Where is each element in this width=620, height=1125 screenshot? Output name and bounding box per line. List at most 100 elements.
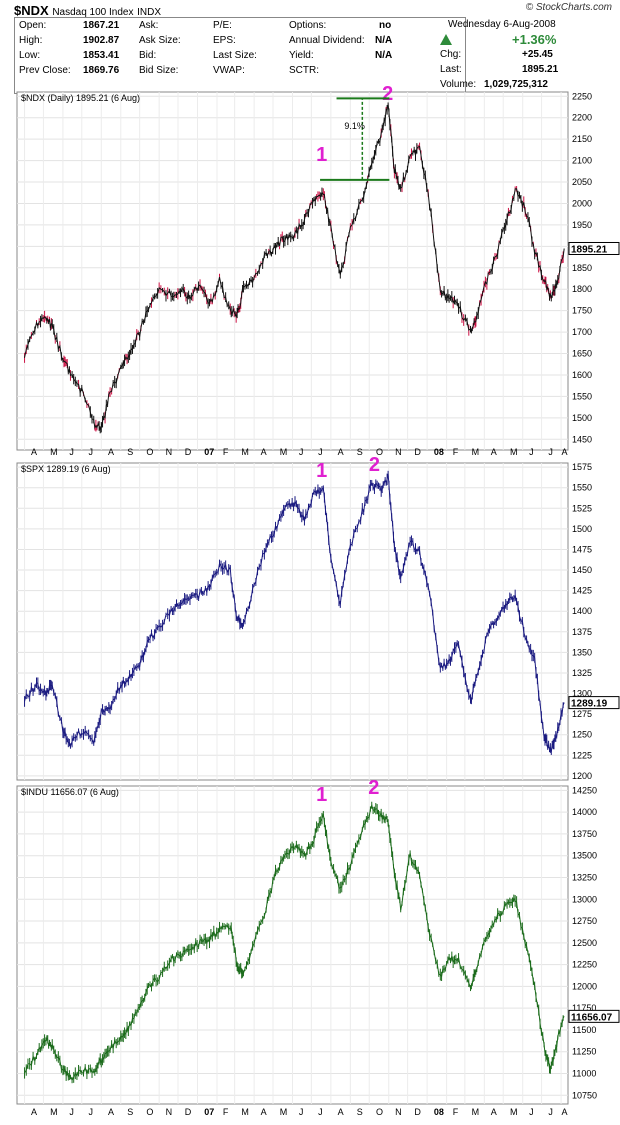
quote-row: Open: 1867.21 Ask: P/E: Options: no — [15, 18, 465, 35]
x-tick-label: 07 — [204, 1107, 214, 1117]
y-tick-label: 1275 — [572, 709, 592, 719]
field-label: Low: — [19, 50, 41, 61]
x-tick-label: O — [376, 1107, 383, 1117]
y-tick-label: 1700 — [572, 327, 592, 337]
y-tick-label: 1375 — [572, 627, 592, 637]
index-name: Nasdaq 100 Index — [52, 7, 134, 18]
x-tick-label: O — [376, 447, 383, 457]
panel-title: $INDU 11656.07 (6 Aug) — [21, 787, 119, 797]
x-tick-label: N — [395, 447, 402, 457]
x-tick-label: M — [50, 447, 58, 457]
x-tick-label: J — [299, 1107, 304, 1117]
field-label: Options: — [289, 20, 327, 31]
quote-grid: Open: 1867.21 Ask: P/E: Options: no High… — [14, 17, 466, 94]
volume-value: 1,029,725,312 — [484, 79, 548, 90]
y-tick-label: 1600 — [572, 370, 592, 380]
x-tick-label: O — [146, 1107, 153, 1117]
y-tick-label: 12750 — [572, 916, 597, 926]
x-tick-label: A — [491, 447, 497, 457]
panel-title: $SPX 1289.19 (6 Aug) — [21, 464, 111, 474]
y-tick-label: 14250 — [572, 785, 597, 795]
x-tick-label: A — [108, 1107, 114, 1117]
up-arrow-icon — [440, 34, 452, 45]
x-tick-label: J — [318, 447, 323, 457]
price-line — [24, 473, 565, 752]
quote-row: Prev Close: 1869.76 Bid Size: VWAP: SCTR… — [15, 63, 465, 80]
symbol-title: $NDX Nasdaq 100 Index INDX — [14, 3, 161, 18]
y-tick-label: 1950 — [572, 220, 592, 230]
chg-value: +25.45 — [522, 49, 553, 60]
field-value: 1853.41 — [83, 50, 120, 61]
x-tick-label: F — [453, 1107, 459, 1117]
brand-logo: © StockCharts.com — [525, 2, 612, 13]
y-tick-label: 1400 — [572, 606, 592, 616]
percent-label: 9.1% — [344, 121, 365, 131]
x-tick-label: J — [69, 1107, 74, 1117]
y-tick-label: 10750 — [572, 1090, 597, 1100]
y-tick-label: 1450 — [572, 434, 592, 444]
y-tick-label: 1250 — [572, 730, 592, 740]
x-tick-label: M — [280, 1107, 288, 1117]
x-tick-label: J — [548, 447, 553, 457]
y-tick-label: 1425 — [572, 586, 592, 596]
field-label: Yield: — [289, 50, 314, 61]
x-tick-label: S — [127, 447, 133, 457]
x-tick-label: F — [223, 1107, 229, 1117]
field-value: 1869.76 — [83, 65, 120, 76]
y-tick-label: 1750 — [572, 306, 592, 316]
x-tick-label: A — [261, 447, 267, 457]
field-label: Ask Size: — [139, 35, 181, 46]
price-line — [24, 803, 565, 1082]
quote-header: $NDX Nasdaq 100 Index INDX © StockCharts… — [0, 0, 620, 94]
y-tick-label: 1575 — [572, 462, 592, 472]
x-tick-label: D — [185, 1107, 192, 1117]
field-label: Open: — [19, 20, 47, 31]
x-tick-label: F — [223, 447, 229, 457]
x-tick-label: M — [280, 447, 288, 457]
y-tick-label: 1500 — [572, 524, 592, 534]
chg-label: Chg: — [440, 49, 462, 60]
x-tick-label: A — [562, 447, 568, 457]
last-value-box — [568, 1009, 620, 1023]
y-tick-label: 1325 — [572, 668, 592, 678]
symbol: $NDX — [14, 3, 49, 18]
y-tick-label: 1550 — [572, 483, 592, 493]
y-tick-label: 1500 — [572, 413, 592, 423]
x-tick-label: M — [472, 1107, 480, 1117]
y-tick-label: 1225 — [572, 750, 592, 760]
x-tick-label: A — [338, 1107, 344, 1117]
last-value-label: 1895.21 — [571, 244, 608, 255]
quote-row: Low: 1853.41 Bid: Last Size: Yield: N/A — [15, 48, 465, 65]
y-tick-label: 2100 — [572, 156, 592, 166]
x-tick-label: J — [89, 447, 94, 457]
x-tick-label: J — [548, 1107, 553, 1117]
x-tick-label: M — [241, 447, 249, 457]
x-tick-label: D — [414, 1107, 421, 1117]
last-label: Last: — [440, 64, 462, 75]
y-tick-label: 12500 — [572, 938, 597, 948]
x-tick-label: N — [166, 1107, 173, 1117]
y-tick-label: 11000 — [572, 1069, 596, 1079]
field-label: Last Size: — [213, 50, 257, 61]
x-tick-label: M — [510, 1107, 518, 1117]
quote-row: High: 1902.87 Ask Size: EPS: Annual Divi… — [15, 33, 465, 50]
y-tick-label: 1350 — [572, 647, 592, 657]
x-tick-label: A — [562, 1107, 568, 1117]
y-tick-label: 1800 — [572, 284, 592, 294]
field-label: VWAP: — [213, 65, 245, 76]
last-value-box — [568, 696, 620, 710]
x-tick-label: J — [529, 1107, 534, 1117]
y-tick-label: 1300 — [572, 689, 592, 699]
last-value-label: 1289.19 — [571, 699, 608, 710]
x-tick-label: D — [185, 447, 192, 457]
peak-annotation: 2 — [368, 777, 379, 799]
last-value-label: 11656.07 — [571, 1012, 613, 1023]
x-tick-label: A — [491, 1107, 497, 1117]
x-tick-label: M — [241, 1107, 249, 1117]
quote-date: Wednesday 6-Aug-2008 — [448, 19, 556, 30]
field-value: no — [379, 20, 392, 31]
field-label: Bid Size: — [139, 65, 179, 76]
field-label: SCTR: — [289, 65, 319, 76]
y-tick-label: 2250 — [572, 91, 592, 101]
